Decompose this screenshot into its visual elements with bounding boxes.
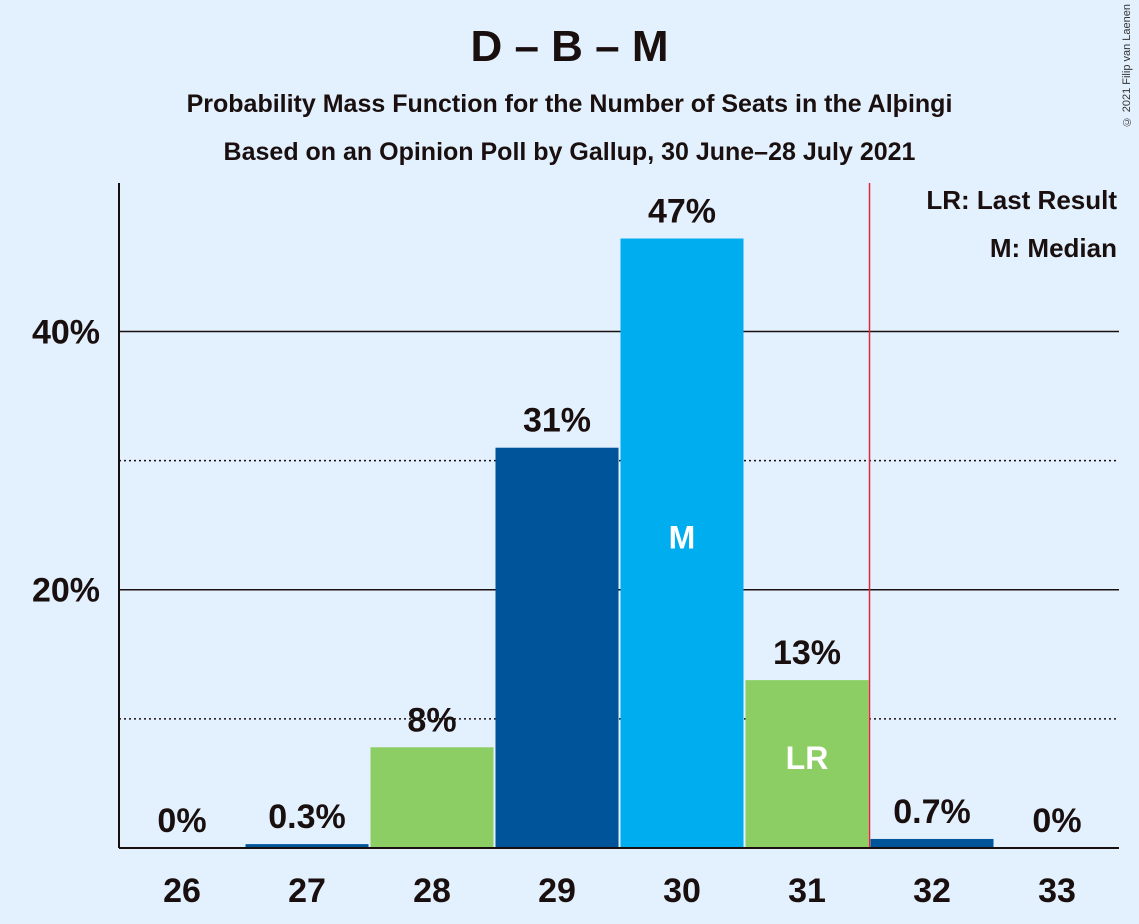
x-tick-label: 28 xyxy=(413,872,451,910)
y-tick-label: 40% xyxy=(32,313,100,351)
x-tick-label: 29 xyxy=(538,872,576,910)
x-tick-label: 30 xyxy=(663,872,701,910)
bar-layer xyxy=(245,238,994,848)
chart-subtitle: Probability Mass Function for the Number… xyxy=(186,90,953,118)
bar-seat-28 xyxy=(370,747,494,848)
value-label-seat-30: 47% xyxy=(648,193,716,231)
legend-median: M: Median xyxy=(990,233,1117,263)
x-tick-label: 31 xyxy=(788,872,826,910)
value-label-seat-33: 0% xyxy=(1032,802,1081,840)
label-layer: 0% 26 0.3% 27 8% 28 31% 29 47% M 30 13% LR 31 0.7% 32 0%… xyxy=(118,183,1119,910)
grid-layer: 20% 40% xyxy=(32,313,1119,720)
value-label-seat-26: 0% xyxy=(157,802,206,840)
median-marker: M xyxy=(669,519,696,555)
chart-subtitle-2: Based on an Opinion Poll by Gallup, 30 J… xyxy=(223,138,916,166)
value-label-seat-32: 0.7% xyxy=(893,793,971,831)
chart-title: D – B – M xyxy=(470,22,669,71)
x-tick-label: 33 xyxy=(1038,872,1076,910)
value-label-seat-31: 13% xyxy=(773,634,841,672)
bar-seat-29 xyxy=(495,447,619,848)
bar-seat-31 xyxy=(745,680,869,848)
x-tick-label: 26 xyxy=(163,872,201,910)
bar-seat-32 xyxy=(870,838,994,848)
legend-last-result: LR: Last Result xyxy=(926,185,1117,215)
value-label-seat-28: 8% xyxy=(407,701,456,739)
x-tick-label: 27 xyxy=(288,872,326,910)
x-tick-label: 32 xyxy=(913,872,951,910)
value-label-seat-27: 0.3% xyxy=(268,798,346,836)
y-tick-label: 20% xyxy=(32,572,100,610)
value-label-seat-29: 31% xyxy=(523,402,591,440)
last-result-marker: LR xyxy=(786,740,829,776)
bar-seat-30 xyxy=(620,238,744,848)
bar-seat-27 xyxy=(245,844,369,848)
